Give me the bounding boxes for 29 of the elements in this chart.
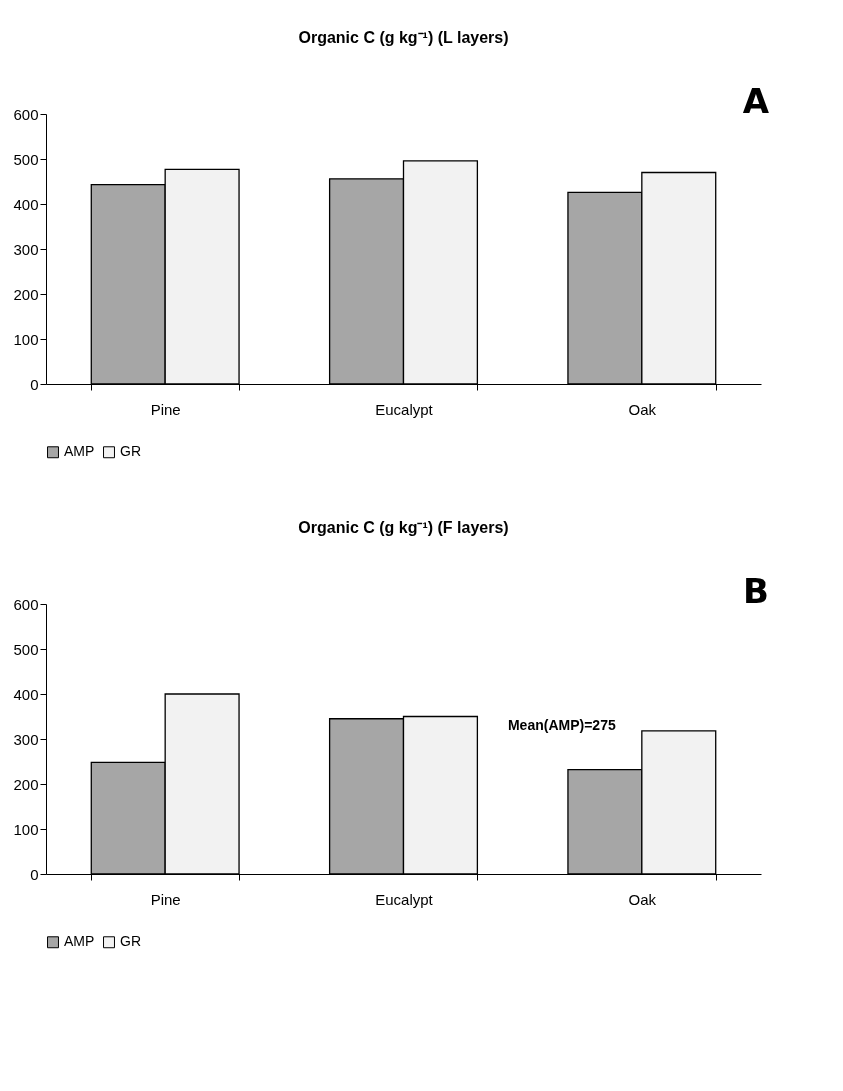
annotation: B: [743, 571, 769, 611]
x-tick-label: Pine: [150, 400, 181, 418]
y-tick-label: 200: [13, 775, 39, 793]
legend-label: AMP: [64, 933, 95, 950]
chart-title: Organic C (g kg⁻¹) (L layers): [298, 29, 509, 46]
x-tick-label: Pine: [150, 890, 181, 908]
x-tick-label: Oak: [628, 400, 657, 418]
annotation: Mean(AMP)=275: [507, 717, 616, 733]
y-tick-label: 0: [30, 865, 39, 883]
y-tick-label: 400: [13, 195, 39, 213]
x-tick-label: Oak: [628, 890, 657, 908]
y-tick-label: 300: [13, 730, 39, 748]
x-tick-label: Eucalypt: [375, 400, 434, 418]
y-tick-label: 100: [13, 330, 39, 348]
y-tick-label: 500: [13, 640, 39, 658]
legend-label: GR: [120, 933, 141, 950]
y-tick-label: 100: [13, 820, 39, 838]
y-tick-label: 200: [13, 285, 39, 303]
y-tick-label: 400: [13, 685, 39, 703]
y-tick-label: 600: [13, 105, 39, 123]
chart-title: Organic C (g kg⁻¹) (F layers): [298, 519, 509, 536]
y-tick-label: 600: [13, 595, 39, 613]
legend-label: GR: [120, 443, 141, 460]
y-tick-label: 0: [30, 375, 39, 393]
annotation: A: [742, 81, 770, 121]
y-tick-label: 300: [13, 240, 39, 258]
legend-label: AMP: [64, 443, 95, 460]
y-tick-label: 500: [13, 150, 39, 168]
x-tick-label: Eucalypt: [375, 890, 434, 908]
